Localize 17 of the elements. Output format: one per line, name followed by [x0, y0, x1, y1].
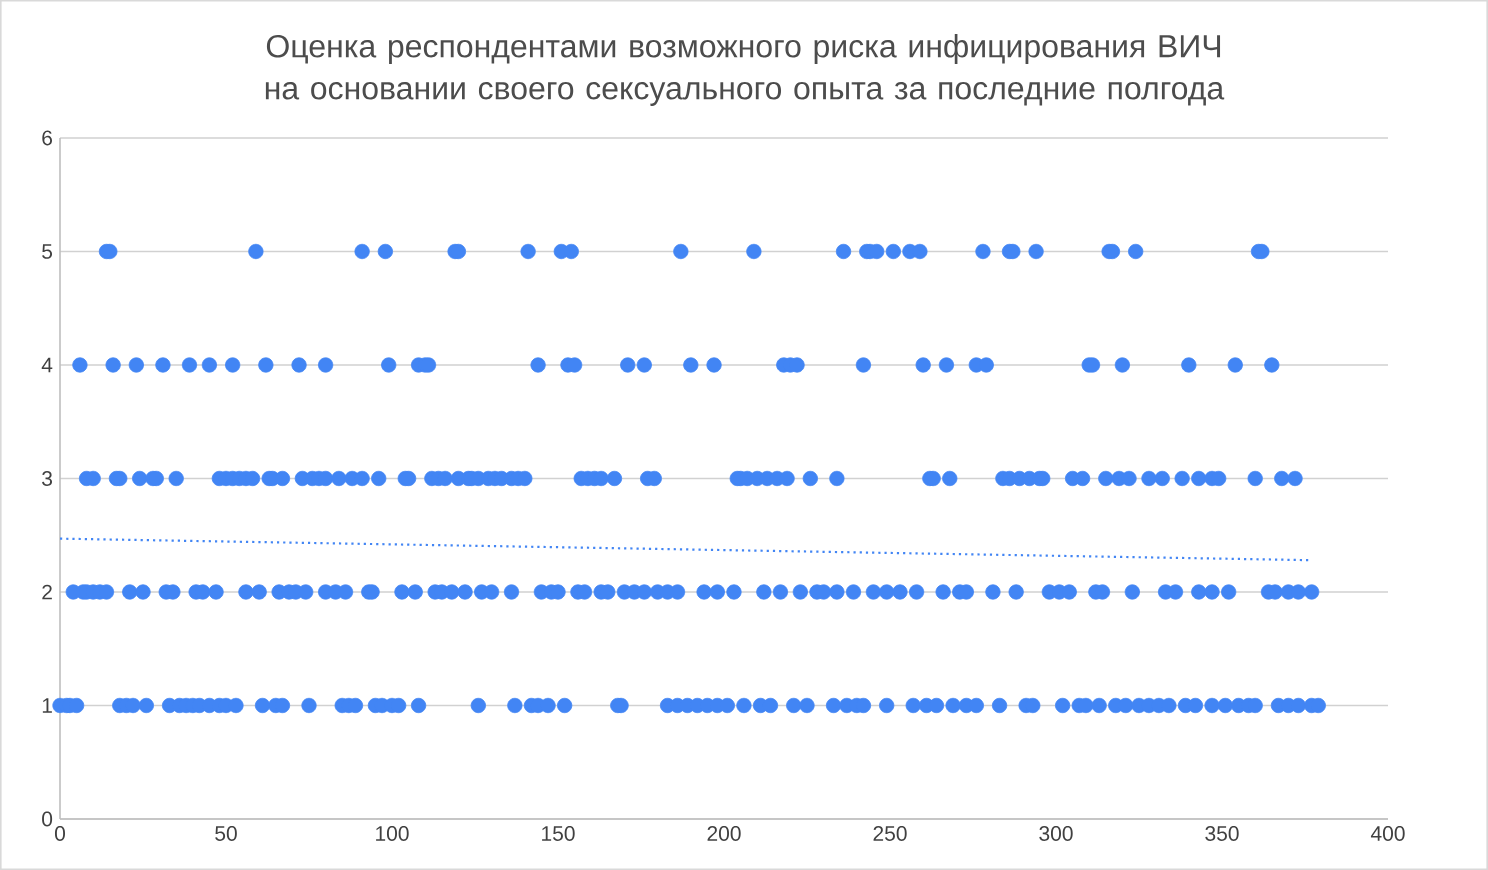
x-tick-label: 0 — [54, 826, 66, 841]
x-tick-label: 400 — [1370, 826, 1405, 841]
x-tick-label: 50 — [215, 826, 237, 841]
x-tick-label: 300 — [1039, 826, 1073, 841]
x-tick-label: 250 — [873, 826, 907, 841]
x-tick-label: 350 — [1205, 826, 1239, 841]
x-tick-label: 150 — [542, 826, 575, 841]
y-tick-label: 5 — [42, 244, 53, 259]
x-tick-label: 100 — [376, 826, 409, 841]
y-tick-label: 4 — [41, 357, 53, 373]
y-tick-label: 0 — [42, 811, 53, 827]
y-tick-label: 1 — [42, 698, 52, 713]
chart-title: Оценка респондентами возможного риска инфицирования ВИЧ на основании своего сексуального опыта за последние полгода — [265, 34, 1225, 106]
y-tick-label: 3 — [42, 471, 53, 486]
x-tick-label: 200 — [707, 826, 741, 841]
y-tick-label: 2 — [42, 584, 52, 600]
y-tick-label: 6 — [42, 130, 53, 146]
